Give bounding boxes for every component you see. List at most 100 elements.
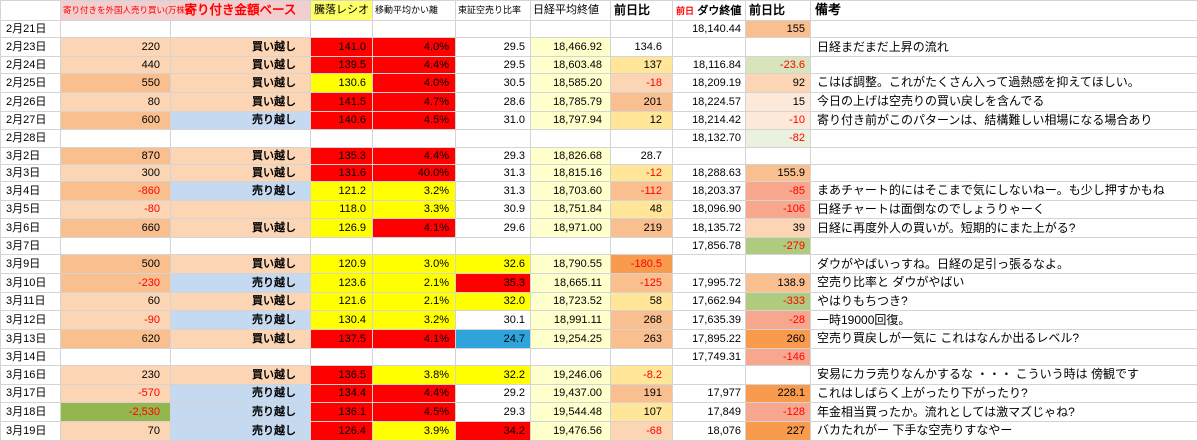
cell-open-basis[interactable]: 売り越し — [170, 383, 311, 404]
cell-dow-change[interactable]: -82 — [745, 129, 811, 148]
cell-foreign-trades[interactable]: 440 — [60, 55, 171, 75]
cell-dow-change[interactable]: 39 — [745, 218, 811, 239]
cell-dow-close[interactable]: 17,662.94 — [672, 291, 746, 312]
cell-dow-change[interactable] — [745, 365, 811, 385]
cell-advance-decline-ratio[interactable]: 131.6 — [310, 163, 373, 183]
cell-nikkei-close[interactable]: 18,797.94 — [530, 110, 611, 131]
cell-nikkei-change[interactable]: 263 — [610, 329, 673, 349]
cell-open-basis[interactable]: 売り越し — [170, 110, 311, 131]
cell-dow-change[interactable]: -10 — [745, 110, 811, 131]
cell-moving-average-gap[interactable]: 4.4% — [372, 55, 456, 75]
cell-advance-decline-ratio[interactable] — [310, 237, 373, 256]
cell-foreign-trades[interactable]: 620 — [60, 329, 171, 349]
cell-nikkei-change[interactable]: -180.5 — [610, 254, 673, 274]
cell-advance-decline-ratio[interactable]: 120.9 — [310, 254, 373, 274]
cell-nikkei-close[interactable]: 19,437.00 — [530, 383, 611, 404]
cell-foreign-trades[interactable]: 60 — [60, 291, 171, 312]
cell-nikkei-close[interactable]: 18,785.79 — [530, 91, 611, 112]
cell-foreign-trades[interactable]: -2,530 — [60, 402, 171, 423]
cell-short-sell-ratio[interactable] — [455, 347, 531, 367]
cell-dow-close[interactable]: 18,076 — [672, 421, 746, 441]
cell-dow-close[interactable]: 17,995.72 — [672, 273, 746, 293]
cell-short-sell-ratio[interactable]: 28.6 — [455, 91, 531, 112]
cell-nikkei-close[interactable]: 18,751.84 — [530, 199, 611, 220]
cell-dow-close[interactable]: 17,895.22 — [672, 329, 746, 349]
cell-moving-average-gap[interactable]: 3.2% — [372, 181, 456, 201]
cell-moving-average-gap[interactable]: 3.0% — [372, 254, 456, 274]
cell-foreign-trades[interactable]: 300 — [60, 163, 171, 183]
cell-open-basis[interactable]: 買い越し — [170, 218, 311, 239]
cell-nikkei-close[interactable]: 19,246.06 — [530, 365, 611, 385]
cell-moving-average-gap[interactable]: 40.0% — [372, 163, 456, 183]
cell-nikkei-close[interactable]: 18,815.16 — [530, 163, 611, 183]
cell-nikkei-change[interactable]: 191 — [610, 383, 673, 404]
cell-nikkei-change[interactable]: -125 — [610, 273, 673, 293]
cell-short-sell-ratio[interactable] — [455, 237, 531, 256]
cell-foreign-trades[interactable]: -80 — [60, 199, 171, 220]
cell-dow-close[interactable]: 17,856.78 — [672, 237, 746, 256]
cell-advance-decline-ratio[interactable]: 121.2 — [310, 181, 373, 201]
cell-moving-average-gap[interactable]: 3.3% — [372, 199, 456, 220]
cell-nikkei-change[interactable]: 219 — [610, 218, 673, 239]
cell-short-sell-ratio[interactable]: 31.3 — [455, 163, 531, 183]
cell-advance-decline-ratio[interactable]: 136.5 — [310, 365, 373, 385]
cell-note[interactable]: 今日の上げは空売りの買い戻しを含んでる — [810, 91, 1197, 112]
cell-advance-decline-ratio[interactable]: 140.6 — [310, 110, 373, 131]
cell-moving-average-gap[interactable]: 4.7% — [372, 91, 456, 112]
cell-foreign-trades[interactable]: 220 — [60, 37, 171, 57]
cell-note[interactable]: 空売り買戻しが一気に これはなんか出るレベル? — [810, 329, 1197, 349]
cell-dow-close[interactable]: 18,140.44 — [672, 19, 746, 39]
cell-advance-decline-ratio[interactable]: 118.0 — [310, 199, 373, 220]
cell-nikkei-change[interactable]: 268 — [610, 310, 673, 331]
cell-open-basis[interactable] — [170, 19, 311, 39]
cell-foreign-trades[interactable]: -90 — [60, 310, 171, 331]
cell-open-basis[interactable]: 売り越し — [170, 421, 311, 441]
cell-date[interactable]: 3月11日 — [0, 291, 61, 312]
cell-moving-average-gap[interactable]: 4.4% — [372, 146, 456, 165]
cell-moving-average-gap[interactable]: 4.1% — [372, 329, 456, 349]
cell-note[interactable]: 安易にカラ売りなんかするな ・・・ こういう時は 傍観です — [810, 365, 1197, 385]
header-note[interactable]: 備考 — [810, 0, 1197, 21]
cell-moving-average-gap[interactable]: 3.9% — [372, 421, 456, 441]
cell-foreign-trades[interactable]: 600 — [60, 110, 171, 131]
cell-advance-decline-ratio[interactable] — [310, 129, 373, 148]
cell-date[interactable]: 2月24日 — [0, 55, 61, 75]
cell-dow-close[interactable] — [672, 365, 746, 385]
cell-moving-average-gap[interactable] — [372, 347, 456, 367]
cell-moving-average-gap[interactable]: 2.1% — [372, 291, 456, 312]
cell-moving-average-gap[interactable]: 4.4% — [372, 383, 456, 404]
cell-foreign-trades[interactable]: 870 — [60, 146, 171, 165]
cell-note[interactable] — [810, 163, 1197, 183]
cell-open-basis[interactable]: 買い越し — [170, 37, 311, 57]
cell-nikkei-change[interactable]: -68 — [610, 421, 673, 441]
cell-nikkei-close[interactable]: 18,703.60 — [530, 181, 611, 201]
cell-advance-decline-ratio[interactable]: 130.6 — [310, 73, 373, 93]
cell-open-basis[interactable]: 買い越し — [170, 163, 311, 183]
cell-advance-decline-ratio[interactable]: 141.5 — [310, 91, 373, 112]
cell-open-basis[interactable]: 買い越し — [170, 291, 311, 312]
cell-note[interactable] — [810, 19, 1197, 39]
cell-date[interactable]: 3月10日 — [0, 273, 61, 293]
cell-date[interactable]: 2月26日 — [0, 91, 61, 112]
header-short-ratio[interactable]: 東証空売り比率 — [455, 0, 531, 21]
cell-dow-change[interactable]: 227 — [745, 421, 811, 441]
cell-open-basis[interactable]: 売り越し — [170, 310, 311, 331]
cell-date[interactable]: 2月28日 — [0, 129, 61, 148]
cell-dow-change[interactable]: -106 — [745, 199, 811, 220]
cell-open-basis[interactable] — [170, 129, 311, 148]
cell-short-sell-ratio[interactable]: 32.2 — [455, 365, 531, 385]
cell-open-basis[interactable]: 買い越し — [170, 365, 311, 385]
cell-nikkei-change[interactable]: -112 — [610, 181, 673, 201]
cell-open-basis[interactable] — [170, 347, 311, 367]
cell-short-sell-ratio[interactable]: 29.5 — [455, 37, 531, 57]
cell-note[interactable]: 日経に再度外人の買いが。短期的にまた上がる? — [810, 218, 1197, 239]
cell-nikkei-change[interactable]: 12 — [610, 110, 673, 131]
cell-dow-change[interactable]: 92 — [745, 73, 811, 93]
cell-nikkei-change[interactable]: -18 — [610, 73, 673, 93]
cell-note[interactable] — [810, 146, 1197, 165]
cell-nikkei-close[interactable] — [530, 19, 611, 39]
cell-moving-average-gap[interactable]: 4.1% — [372, 218, 456, 239]
cell-nikkei-close[interactable]: 18,585.20 — [530, 73, 611, 93]
cell-date[interactable]: 2月21日 — [0, 19, 61, 39]
cell-dow-close[interactable]: 17,849 — [672, 402, 746, 423]
